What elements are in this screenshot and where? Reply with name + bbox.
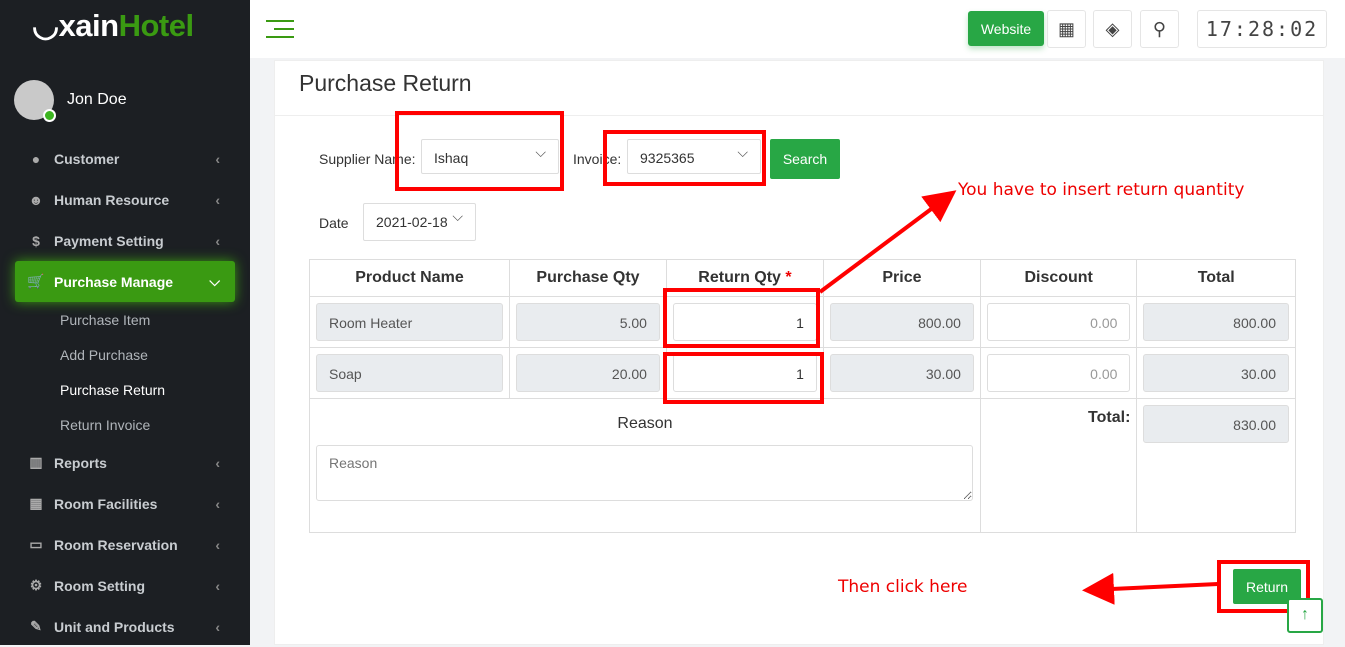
row-total: 30.00: [1143, 354, 1289, 392]
sidebar-nav: ● Customer ‹ ☻ Human Resource ‹ $ Payment Setti…: [0, 138, 250, 647]
discount-input[interactable]: 0.00: [986, 354, 1131, 392]
grand-total: 830.00: [1143, 405, 1289, 443]
grid-icon: ▦: [29, 495, 43, 511]
col-product: Product Name: [309, 259, 510, 297]
chevron-left-icon: ‹: [215, 150, 220, 167]
users-icon: ☻: [28, 191, 44, 208]
sidebar-item-purchase-manage[interactable]: 🛒 Purchase Manage ⌵: [15, 261, 235, 302]
avatar: [14, 80, 56, 122]
search-button[interactable]: Search: [770, 139, 840, 179]
purchase-qty: 20.00: [515, 354, 660, 392]
gear-icon: ⚙: [29, 577, 43, 593]
date-input[interactable]: 2021-02-18: [363, 203, 476, 241]
chevron-left-icon: ‹: [215, 577, 220, 594]
chevron-left-icon: ‹: [215, 618, 220, 635]
sidebar-item-human-resource[interactable]: ☻ Human Resource ‹: [0, 179, 250, 220]
annotation-note-click: Then click here: [838, 577, 968, 597]
user-profile[interactable]: Jon Doe: [14, 80, 127, 122]
dollar-icon: $: [32, 232, 40, 249]
sidebar-item-reports[interactable]: ▥ Reports ‹: [0, 442, 250, 483]
price: 800.00: [829, 303, 974, 341]
chevron-down-icon: ⌵: [209, 273, 220, 289]
table-row: Room Heater 5.00 1 800.00 0.00 800.00: [309, 296, 1296, 348]
sidebar-item-customer[interactable]: ● Customer ‹: [0, 138, 250, 179]
logo[interactable]: ◡xainHotel: [32, 8, 194, 43]
bar-chart-icon: ▥: [29, 454, 43, 470]
row-total: 800.00: [1143, 303, 1289, 341]
page-title: Purchase Return: [275, 61, 1323, 116]
chevron-left-icon: ‹: [215, 191, 220, 208]
chevron-left-icon: ‹: [215, 536, 220, 553]
sidebar-item-room-facilities[interactable]: ▦ Room Facilities ‹: [0, 483, 250, 524]
reason-cell: Reason: [309, 398, 981, 533]
submenu-item[interactable]: Add Purchase: [60, 346, 148, 363]
sidebar-item-unit-and-products[interactable]: ✎ Unit and Products ‹: [0, 606, 250, 647]
sidebar-item-room-reservation[interactable]: ▭ Room Reservation ‹: [0, 524, 250, 565]
return-table: Product Name Purchase Qty Return Qty * P…: [309, 259, 1296, 533]
product-name: Soap: [316, 354, 503, 392]
topbar: Website ▦ ◈ ⚲ 17:28:02: [250, 0, 1345, 58]
date-label: Date: [319, 215, 349, 231]
sidebar-item-room-setting[interactable]: ⚙ Room Setting ‹: [0, 565, 250, 606]
submenu-item[interactable]: Purchase Return: [60, 381, 166, 398]
clock: 17:28:02: [1197, 10, 1327, 48]
user-icon: ●: [31, 150, 41, 167]
sidebar: ◡xainHotel Jon Doe ● Customer ‹ ☻ Human Reso…: [0, 0, 250, 645]
reason-label: Reason: [617, 415, 673, 432]
supplier-select[interactable]: Ishaq: [421, 139, 559, 174]
col-price: Price: [822, 259, 981, 297]
return-qty-input[interactable]: 1: [672, 354, 817, 392]
total-label: Total:: [979, 398, 1138, 533]
cart-icon: 🛒: [27, 273, 45, 289]
fullscreen-icon[interactable]: ◈: [1093, 10, 1132, 48]
annotation-note-quantity: You have to insert return quantity: [958, 180, 1245, 200]
chevron-left-icon: ‹: [215, 454, 220, 471]
apps-grid-icon[interactable]: ▦: [1047, 10, 1086, 48]
website-button[interactable]: Website: [968, 11, 1044, 46]
invoice-label: Invoice:: [573, 151, 622, 167]
chevron-left-icon: ‹: [215, 232, 220, 249]
scroll-to-top-button[interactable]: ↑: [1287, 598, 1323, 633]
menu-toggle-icon[interactable]: [266, 20, 294, 44]
submenu-item[interactable]: Return Invoice: [60, 416, 151, 433]
invoice-select[interactable]: 9325365: [627, 139, 761, 174]
add-user-icon[interactable]: ⚲: [1140, 10, 1179, 48]
chevron-left-icon: ‹: [215, 495, 220, 512]
supplier-label: Supplier Name:: [319, 151, 416, 167]
user-name: Jon Doe: [67, 91, 127, 108]
discount-input[interactable]: 0.00: [986, 303, 1131, 341]
table-row: Soap 20.00 1 30.00 0.00 30.00: [309, 347, 1296, 399]
sidebar-item-payment-setting[interactable]: $ Payment Setting ‹: [0, 220, 250, 261]
return-qty-input[interactable]: 1: [672, 303, 817, 341]
film-icon: ▭: [29, 536, 43, 552]
pin-icon: ✎: [30, 618, 42, 634]
product-name: Room Heater: [316, 303, 503, 341]
purchase-qty: 5.00: [515, 303, 660, 341]
price: 30.00: [829, 354, 974, 392]
submenu-item[interactable]: Purchase Item: [60, 311, 151, 328]
reason-textarea[interactable]: [316, 445, 973, 501]
